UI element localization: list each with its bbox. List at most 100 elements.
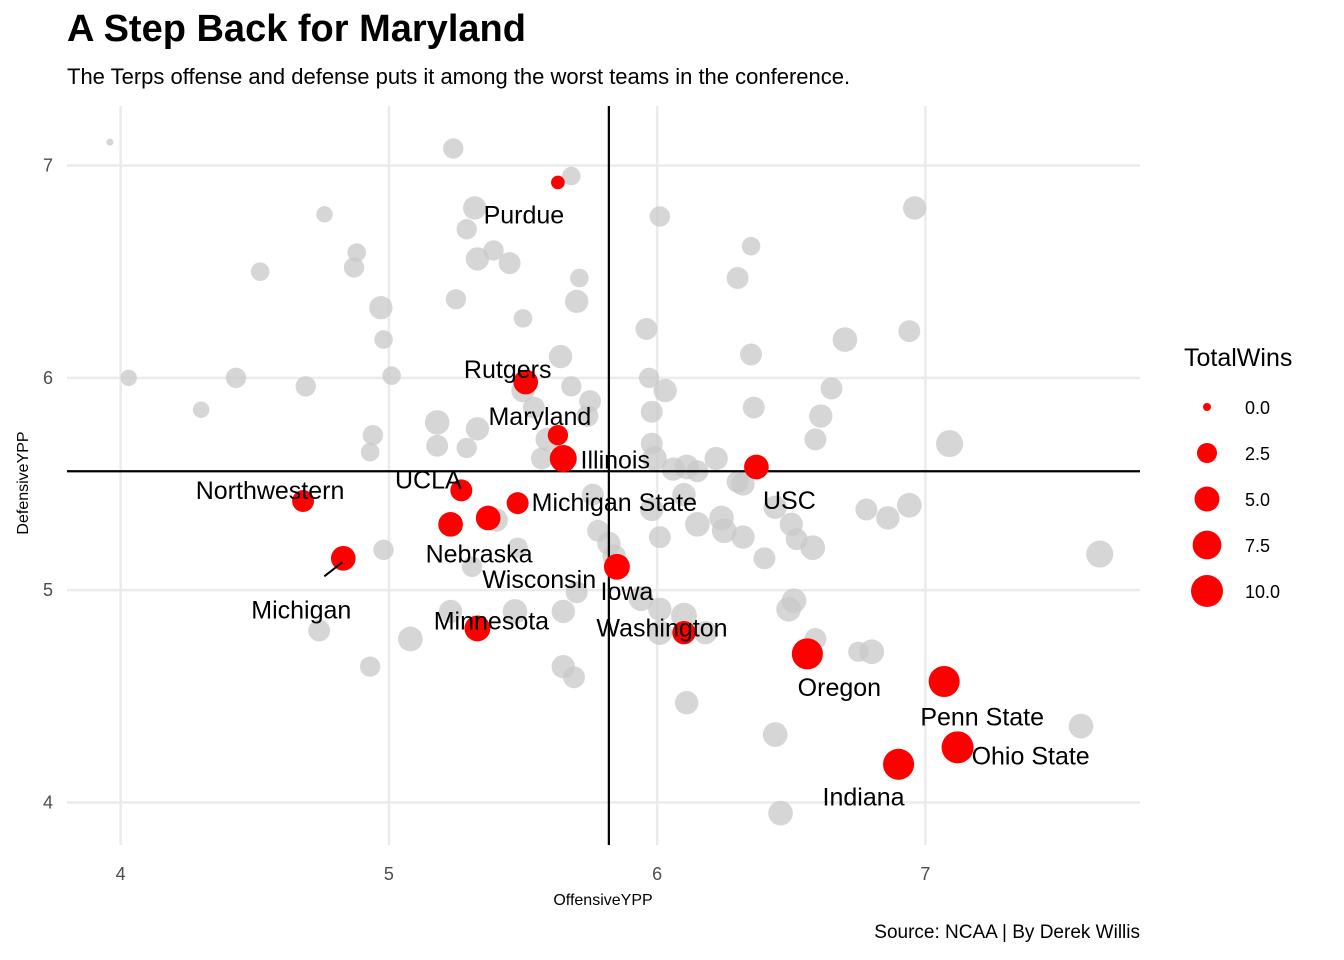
y-tick-label: 4 xyxy=(43,793,53,813)
team-point xyxy=(640,400,663,423)
team-point xyxy=(638,367,660,388)
highlight-point xyxy=(672,620,696,645)
team-point xyxy=(530,447,553,470)
highlight-point xyxy=(330,545,356,571)
highlight-point xyxy=(791,638,823,670)
team-point xyxy=(426,434,449,457)
team-point xyxy=(295,376,316,397)
team-point xyxy=(647,620,673,645)
team-label: Nebraska xyxy=(426,540,533,568)
y-tick-label: 7 xyxy=(43,155,53,175)
x-tick-label: 7 xyxy=(920,864,930,884)
chart-caption: Source: NCAA | By Derek Willis xyxy=(874,922,1140,943)
team-point xyxy=(362,424,383,446)
team-label: Purdue xyxy=(484,201,565,229)
team-point xyxy=(120,369,137,387)
team-point xyxy=(456,437,477,459)
reference-lines xyxy=(67,106,1140,845)
team-point xyxy=(576,405,599,428)
team-point xyxy=(548,344,573,369)
team-point xyxy=(565,581,588,604)
team-point xyxy=(704,446,728,471)
highlight-point xyxy=(475,505,501,531)
team-point xyxy=(741,236,761,256)
team-label: Indiana xyxy=(823,783,905,811)
team-label: Michigan State xyxy=(532,489,697,517)
team-point xyxy=(463,196,487,220)
team-label: Rutgers xyxy=(464,356,552,384)
team-point xyxy=(648,526,671,549)
team-label: Ohio State xyxy=(972,742,1090,770)
team-point xyxy=(711,518,737,544)
highlight-point xyxy=(464,615,491,642)
team-point xyxy=(671,602,697,629)
team-point xyxy=(896,492,922,518)
highlight-point xyxy=(438,512,463,537)
x-tick-label: 4 xyxy=(116,864,126,884)
team-point xyxy=(1068,713,1094,739)
legend-label: 0.0 xyxy=(1245,398,1270,418)
team-point xyxy=(456,218,477,240)
legend-key xyxy=(1197,443,1217,463)
team-point xyxy=(250,262,270,281)
highlight-point xyxy=(603,553,630,580)
highlight-point xyxy=(551,175,565,190)
y-tick-label: 6 xyxy=(43,368,53,388)
team-label: Northwestern xyxy=(196,477,345,505)
highlight-point xyxy=(928,665,960,698)
team-point xyxy=(551,599,575,624)
team-point xyxy=(809,404,833,428)
team-point xyxy=(859,639,885,665)
team-point xyxy=(800,535,826,561)
team-point xyxy=(731,472,755,496)
team-point xyxy=(855,498,878,521)
axis-ticks: 4 5 6 7 4 5 6 7 xyxy=(43,155,930,884)
team-point xyxy=(820,377,843,400)
y-tick-label: 5 xyxy=(43,580,53,600)
team-point xyxy=(653,378,677,403)
team-point xyxy=(225,367,247,388)
team-point xyxy=(507,537,528,558)
highlight-point xyxy=(547,424,569,446)
team-label: Maryland xyxy=(488,403,591,431)
team-point xyxy=(628,586,654,612)
team-point xyxy=(438,599,463,624)
team-point xyxy=(398,626,423,652)
legend-title: TotalWins xyxy=(1184,344,1292,372)
team-point xyxy=(685,512,710,537)
team-point xyxy=(762,722,788,747)
team-point xyxy=(461,556,483,577)
y-axis-title: DefensiveYPP xyxy=(15,431,32,534)
team-point xyxy=(768,800,793,826)
team-point xyxy=(443,138,464,159)
highlight-point xyxy=(549,444,577,473)
team-point xyxy=(465,247,490,271)
legend-key xyxy=(1194,486,1220,512)
team-point xyxy=(661,457,685,481)
team-label: Iowa xyxy=(601,578,654,606)
legend-key xyxy=(1192,530,1222,560)
team-point xyxy=(360,442,380,462)
other-teams-points xyxy=(106,138,1114,826)
legend-label: 5.0 xyxy=(1245,490,1270,510)
team-point xyxy=(776,596,801,622)
team-point xyxy=(502,599,528,624)
highlight-point xyxy=(744,454,769,480)
team-point xyxy=(876,506,900,530)
team-label: Minnesota xyxy=(434,607,549,635)
team-label: UCLA xyxy=(395,466,462,494)
x-tick-label: 6 xyxy=(652,864,662,884)
team-label: Washington xyxy=(596,615,727,643)
team-point xyxy=(672,482,696,507)
team-point xyxy=(513,309,533,328)
team-point xyxy=(635,318,658,340)
team-labels: Purdue Rutgers Maryland Illinois USC UCLA Nort… xyxy=(196,201,1090,811)
x-tick-label: 5 xyxy=(384,864,394,884)
highlight-point xyxy=(513,369,539,395)
legend-label: 10.0 xyxy=(1245,582,1280,602)
team-label: Illinois xyxy=(581,447,650,475)
team-point xyxy=(343,257,365,278)
team-point xyxy=(1086,540,1114,568)
team-point xyxy=(753,547,776,570)
